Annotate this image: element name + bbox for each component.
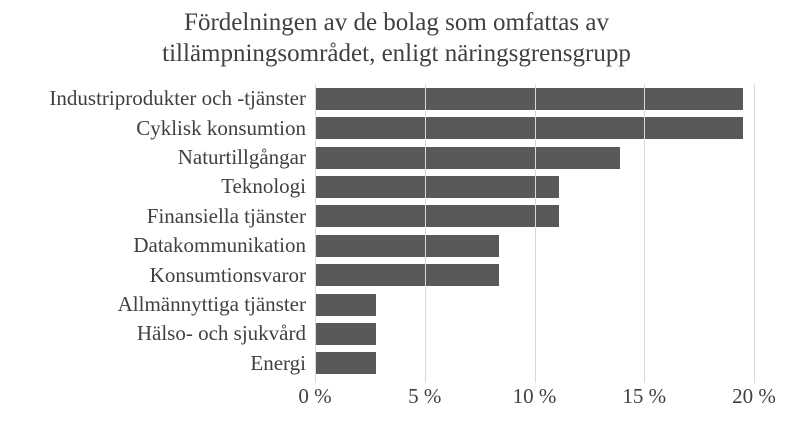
bar-series	[315, 84, 754, 378]
bar-row	[315, 202, 754, 231]
category-label: Finansiella tjänster	[146, 203, 306, 228]
gridline	[644, 84, 646, 378]
category-label: Teknologi	[221, 174, 306, 199]
gridline	[315, 84, 316, 378]
bar-row	[315, 84, 754, 113]
chart-title-line-2: tillämpningsområdet, enligt näringsgrens…	[162, 40, 631, 67]
category-label: Allmännyttiga tjänster	[117, 292, 306, 317]
bar-row	[315, 172, 754, 201]
x-tick-label: 15 %	[622, 384, 667, 408]
axis-tick	[534, 378, 536, 383]
bar-row	[315, 260, 754, 289]
bar-row	[315, 349, 754, 378]
x-tick-label: 0 %	[298, 384, 332, 408]
axis-tick	[424, 378, 426, 383]
gridline	[534, 84, 536, 378]
category-label: Konsumtionsvaror	[149, 262, 306, 287]
x-tick-label: 20 %	[732, 384, 776, 408]
bar-row	[315, 319, 754, 348]
axis-tick	[315, 378, 316, 383]
bar	[315, 175, 559, 198]
category-label: Hälso- och sjukvård	[136, 321, 306, 346]
bar	[315, 205, 559, 228]
category-axis: Industriprodukter och -tjänster Cyklisk k…	[0, 84, 306, 378]
chart-title-line-1: Fördelningen av de bolag som omfattas av	[184, 9, 609, 36]
category-label: Datakommunikation	[133, 233, 306, 258]
bar-row	[315, 113, 754, 142]
category-label: Energi	[250, 350, 306, 375]
gridline	[424, 84, 426, 378]
bar-row	[315, 231, 754, 260]
bar	[315, 352, 377, 375]
axis-tick	[754, 378, 755, 383]
category-label: Industriprodukter och -tjänster	[49, 86, 306, 111]
bar	[315, 322, 377, 345]
value-axis: 0 % 5 % 10 % 15 % 20 %	[298, 384, 776, 414]
bar	[315, 146, 621, 169]
bar-row	[315, 290, 754, 319]
x-tick-label: 10 %	[512, 384, 557, 408]
chart-title: Fördelningen av de bolag som omfattas av…	[0, 7, 793, 69]
bar	[315, 234, 500, 257]
bar	[315, 87, 744, 110]
x-tick-label: 5 %	[408, 384, 442, 408]
bar	[315, 117, 744, 140]
category-label: Cyklisk konsumtion	[136, 115, 306, 140]
category-label: Naturtillgångar	[177, 145, 306, 170]
axis-tick	[644, 378, 646, 383]
bar-row	[315, 143, 754, 172]
plot-area	[315, 84, 755, 383]
bar	[315, 264, 500, 287]
gridline	[754, 84, 755, 378]
bar	[315, 293, 377, 316]
